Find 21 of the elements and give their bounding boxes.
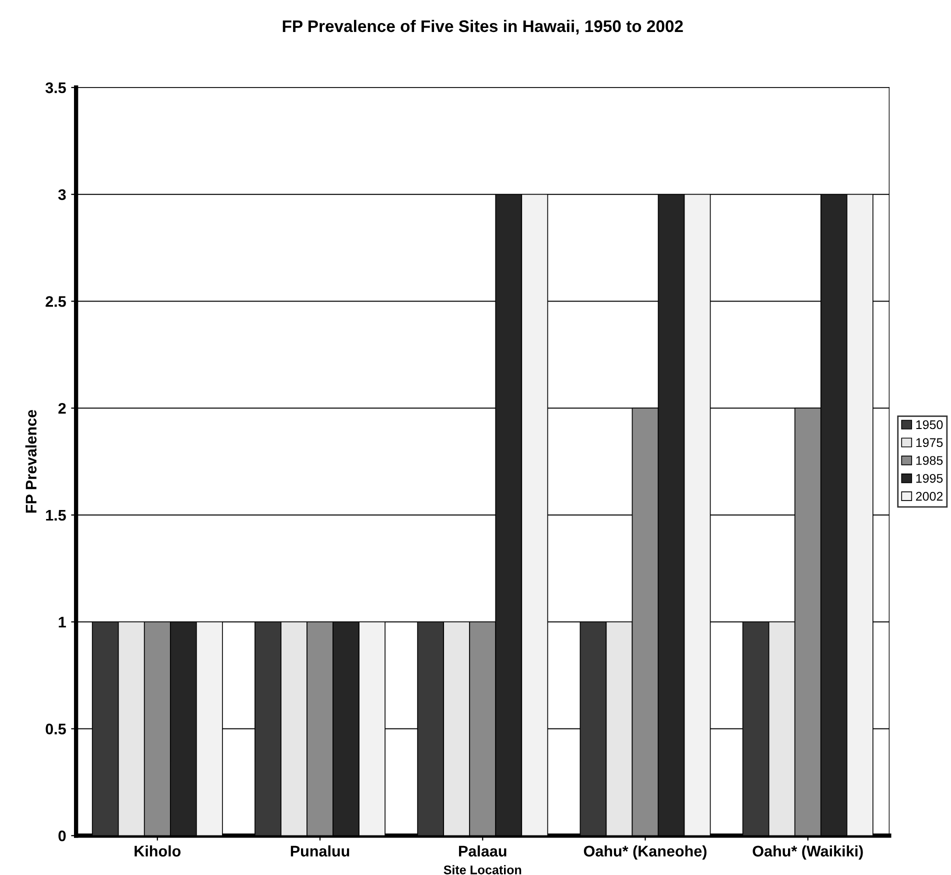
y-tick-label: 1 (58, 616, 66, 628)
y-tick-label: 0.5 (46, 724, 66, 734)
y-tick-label: 3 (58, 189, 66, 200)
x-tick-label: Oahu* (Kaneohe) (584, 845, 706, 860)
chart-title: FP Prevalence of Five Sites in Hawaii, 1950 to 2002 (282, 20, 683, 35)
legend-label: 1950 (916, 420, 943, 430)
y-tick-label: 3.5 (45, 82, 66, 94)
x-axis-title: Site Location (444, 865, 522, 874)
legend-label: 1985 (916, 456, 943, 465)
x-tick-label: Kiholo (134, 845, 181, 857)
y-tick-label: 1.5 (46, 510, 66, 521)
legend-label: 1975 (916, 438, 943, 448)
y-tick-label: 0 (58, 830, 66, 842)
x-tick-label: Punaluu (290, 845, 350, 857)
x-tick-label: Oahu* (Waikiki) (752, 845, 863, 860)
legend-label: 1995 (916, 474, 943, 483)
legend-label: 2002 (916, 492, 943, 501)
y-tick-label: 2 (58, 402, 66, 414)
y-tick-label: 2.5 (46, 296, 66, 307)
x-tick-label: Palaau (459, 845, 506, 857)
y-axis-title: FP Prevalence (25, 410, 37, 513)
